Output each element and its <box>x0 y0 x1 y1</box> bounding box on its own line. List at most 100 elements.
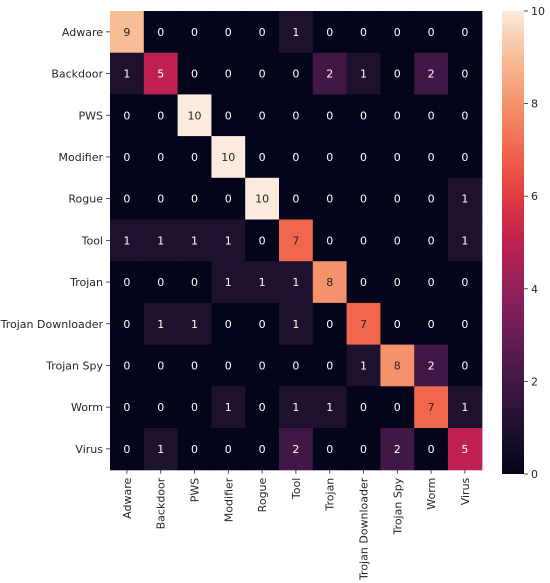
heatmap-cell <box>110 261 145 304</box>
heatmap-cell <box>110 386 145 429</box>
x-tick-label: Tool <box>290 478 303 500</box>
heatmap-cell <box>110 52 145 95</box>
heatmap-cell <box>211 11 246 54</box>
cell-value-label: 0 <box>123 318 130 331</box>
heatmap-cell <box>177 94 212 137</box>
cell-value-label: 0 <box>225 359 232 372</box>
cell-value-label: 0 <box>157 26 164 39</box>
heatmap-cell <box>346 261 381 304</box>
heatmap-cell <box>177 52 212 95</box>
cell-value-label: 0 <box>428 443 435 456</box>
cell-value-label: 0 <box>191 68 198 81</box>
cell-value-label: 0 <box>394 276 401 289</box>
cell-value-label: 0 <box>157 193 164 206</box>
cell-value-label: 0 <box>428 26 435 39</box>
cell-value-label: 0 <box>360 109 367 122</box>
cell-value-label: 0 <box>428 109 435 122</box>
cell-value-label: 0 <box>394 26 401 39</box>
heatmap-cell <box>312 52 348 95</box>
cell-value-label: 0 <box>292 151 299 164</box>
column-tick-labels: Adware Backdoor PWS Modifier Rogue Tool Trojan… <box>121 469 472 581</box>
cell-value-label: 1 <box>225 276 232 289</box>
cell-value-label: 0 <box>259 318 266 331</box>
cell-value-label: 1 <box>360 359 367 372</box>
heatmap-cell <box>110 219 145 262</box>
cell-value-label: 0 <box>326 443 333 456</box>
cell-value-label: 0 <box>225 318 232 331</box>
cell-value-label: 0 <box>326 26 333 39</box>
heatmap-cell <box>211 94 246 137</box>
cell-value-label: 5 <box>157 68 164 81</box>
heatmap-cell <box>245 344 280 387</box>
heatmap-cell <box>245 136 280 179</box>
heatmap-cell <box>380 52 415 95</box>
heatmap-cell <box>312 386 348 429</box>
cell-value-label: 1 <box>292 26 299 39</box>
cell-value-label: 5 <box>461 443 468 456</box>
heatmap-cell <box>346 11 381 54</box>
heatmap-cell <box>177 428 212 471</box>
cell-value-label: 0 <box>191 359 198 372</box>
heatmap-cell <box>143 94 179 137</box>
cell-value-label: 0 <box>123 443 130 456</box>
cell-value-label: 0 <box>225 109 232 122</box>
cell-value-label: 1 <box>292 401 299 414</box>
heatmap-cell <box>143 428 179 471</box>
heatmap-cell <box>414 428 449 471</box>
cell-value-label: 0 <box>360 151 367 164</box>
colorbar-tick-label: 10 <box>531 5 545 18</box>
cell-value-label: 0 <box>191 276 198 289</box>
colorbar-tick-label: 4 <box>531 283 538 296</box>
cell-value-label: 9 <box>123 26 130 39</box>
cell-value-label: 0 <box>191 26 198 39</box>
cell-value-label: 1 <box>292 276 299 289</box>
heatmap-cell <box>110 11 145 54</box>
cell-value-label: 0 <box>326 359 333 372</box>
cell-value-label: 0 <box>428 193 435 206</box>
cell-value-label: 0 <box>394 193 401 206</box>
cell-value-label: 1 <box>461 234 468 247</box>
cell-value-label: 0 <box>326 151 333 164</box>
heatmap-cell <box>346 302 381 346</box>
cell-value-label: 0 <box>461 151 468 164</box>
heatmap-cell <box>177 386 212 429</box>
heatmap-cell <box>448 302 483 346</box>
x-tick-label: Adware <box>121 477 134 518</box>
y-tick-label: Worm <box>71 401 103 414</box>
y-tick-label: Rogue <box>68 193 103 206</box>
heatmap-cell <box>279 94 314 137</box>
x-tick-label: Backdoor <box>155 477 168 529</box>
cell-value-label: 0 <box>123 109 130 122</box>
cell-value-label: 2 <box>428 68 435 81</box>
y-tick-label: Backdoor <box>51 68 103 81</box>
heatmap-cell <box>346 136 381 179</box>
heatmap-cell <box>414 261 449 304</box>
heatmap-cell <box>177 219 212 262</box>
heatmap-cell <box>448 428 483 471</box>
cell-value-label: 0 <box>123 401 130 414</box>
heatmap-cell <box>448 136 483 179</box>
heatmap-cell <box>279 52 314 95</box>
heatmap-cell <box>414 219 449 262</box>
cell-value-label: 0 <box>259 401 266 414</box>
cell-value-label: 0 <box>292 68 299 81</box>
cell-value-label: 10 <box>188 109 202 122</box>
cell-value-label: 7 <box>428 401 435 414</box>
heatmap-cell <box>448 52 483 95</box>
cell-value-label: 0 <box>292 193 299 206</box>
heatmap-cell <box>312 302 348 346</box>
cell-value-label: 0 <box>394 401 401 414</box>
heatmap-cell <box>211 344 246 387</box>
cell-value-label: 0 <box>259 443 266 456</box>
cell-value-label: 0 <box>360 401 367 414</box>
heatmap-cell <box>414 302 449 346</box>
heatmap-cell <box>177 177 212 221</box>
cell-value-label: 0 <box>394 68 401 81</box>
cell-value-label: 0 <box>428 276 435 289</box>
heatmap-cell <box>279 177 314 221</box>
heatmap-cell <box>448 386 483 429</box>
cell-value-label: 0 <box>225 443 232 456</box>
cell-value-label: 0 <box>394 234 401 247</box>
heatmap-cell <box>279 344 314 387</box>
y-tick-label: Trojan <box>69 276 103 289</box>
